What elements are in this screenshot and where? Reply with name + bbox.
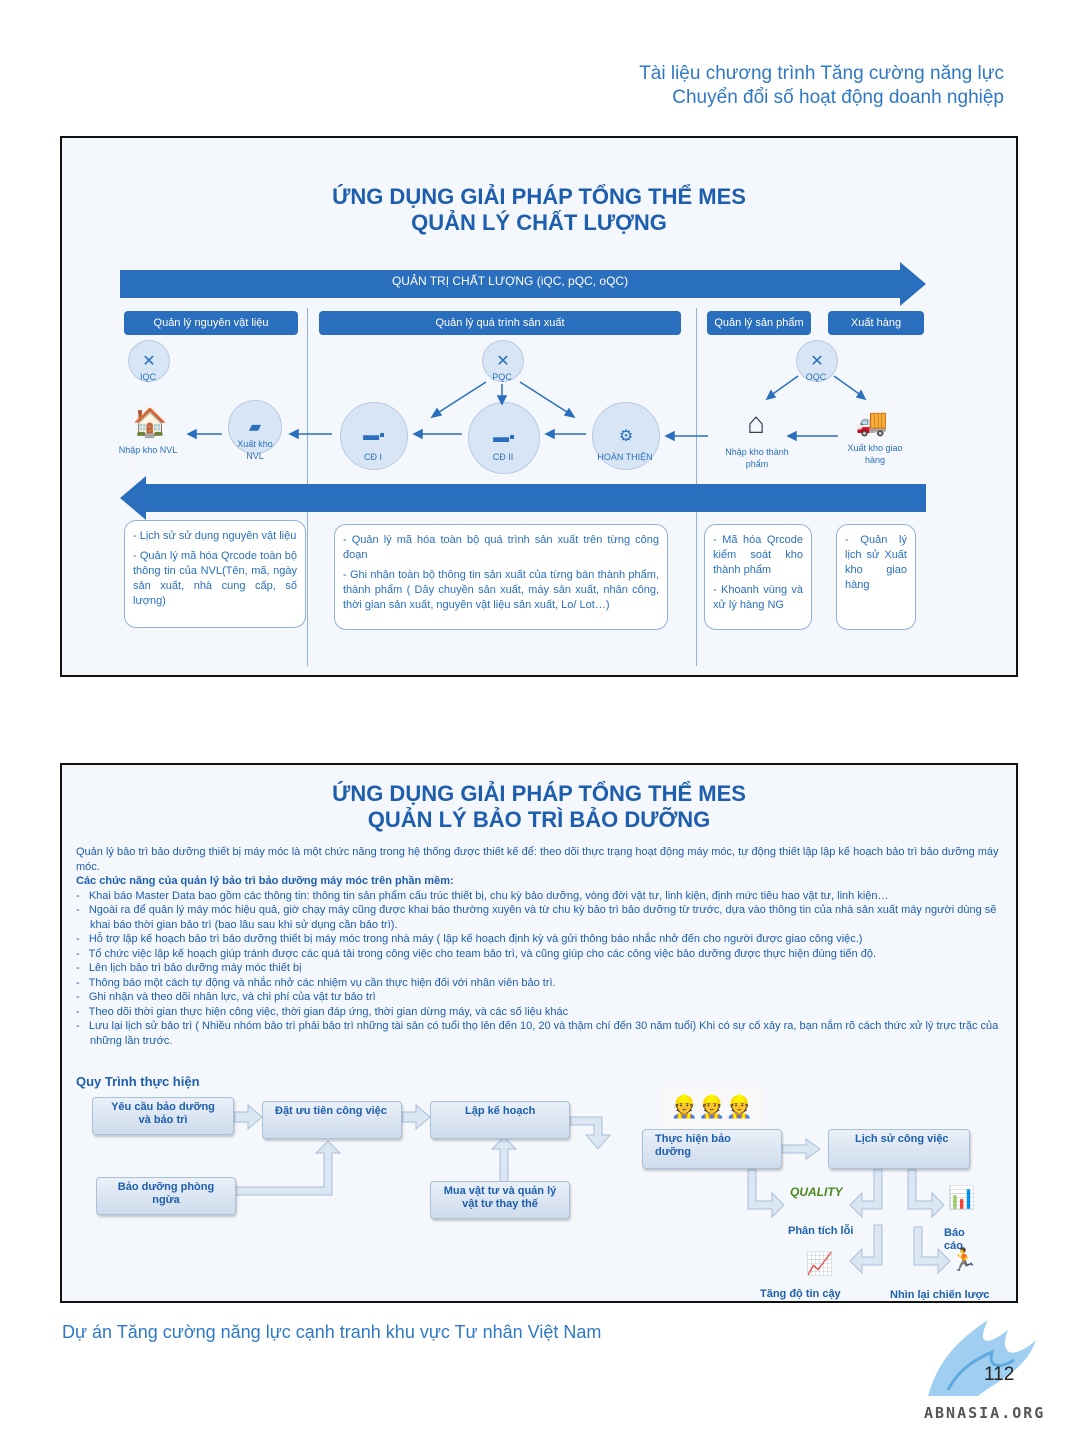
slide-quality-management: ỨNG DỤNG GIẢI PHÁP TỔNG THỂ MES QUẢN LÝ … xyxy=(60,136,1018,677)
label-nhap-kho-tp: Nhập kho thành phẩm xyxy=(725,447,789,469)
flow-dat-uu-tien: Đặt ưu tiên công việc xyxy=(262,1101,402,1139)
list-item: Ghi nhận và theo dõi nhân lực, và chi ph… xyxy=(76,990,1002,1005)
flow-lap-ke-hoach: Lập kế hoạch xyxy=(430,1101,570,1139)
slide2-title: ỨNG DỤNG GIẢI PHÁP TỔNG THỂ MES QUẢN LÝ … xyxy=(62,781,1016,833)
list-item: Thông báo một cách tự động và nhắc nhở c… xyxy=(76,976,1002,991)
flow-lich-su: Lịch sử công việc xyxy=(828,1129,970,1169)
list-item: Lên lịch bảo trì bảo dưỡng máy móc thiết… xyxy=(76,961,1002,976)
flow-yeu-cau: Yêu cầu bảo dưỡng và bảo trì xyxy=(92,1097,234,1135)
footer-text: Dự án Tăng cường năng lực cạnh tranh khu… xyxy=(62,1322,602,1342)
bottom-arrow xyxy=(120,476,926,520)
info-box-export: Quản lý lịch sử Xuất kho giao hàng xyxy=(836,524,916,630)
chart-icon: 📈 xyxy=(806,1251,834,1276)
pill-process: Quản lý quá trình sản xuất xyxy=(319,311,681,335)
process-title: Quy Trình thực hiện xyxy=(76,1074,200,1089)
team-people-icon: 👷👷👷 xyxy=(660,1085,764,1129)
info-item: Lịch sử sử dụng nguyên vật liệu xyxy=(133,529,297,544)
flow-arrows xyxy=(186,375,867,442)
list-item: Lưu lại lịch sử bảo trì ( Nhiều nhóm bảo… xyxy=(76,1019,1002,1048)
quality-logo-icon: QUALITY xyxy=(790,1185,843,1199)
flow-bao-cao: Báo cáo xyxy=(944,1227,965,1252)
label-xuat-kho-giao: Xuất kho giao hàng xyxy=(847,443,903,465)
slide2-title-line1: ỨNG DỤNG GIẢI PHÁP TỔNG THỂ MES xyxy=(332,781,746,806)
warehouse-icon: 🏠 xyxy=(132,406,168,438)
person-icon: 🏃 xyxy=(950,1247,978,1272)
slide2-title-line2: QUẢN LÝ BẢO TRÌ BẢO DƯỠNG xyxy=(367,807,711,832)
top-arrow xyxy=(120,262,926,306)
header-line-1: Tài liệu chương trình Tăng cường năng lự… xyxy=(639,63,1004,84)
process-arrows xyxy=(233,1103,951,1275)
material-icon: ▰ xyxy=(228,400,282,454)
wrench-icon: ✕ xyxy=(796,340,838,382)
info-item: Khoanh vùng và xử lý hàng NG xyxy=(713,583,803,613)
flow-mua-vat-tu: Mua vật tư và quản lý vật tư thay thế xyxy=(430,1181,570,1219)
chart-icon: 📊 xyxy=(948,1185,976,1210)
label-hoan-thien: HOÀN THIỆN xyxy=(597,452,653,462)
slide2-body: Quản lý bảo trì bảo dưỡng thiết bị máy m… xyxy=(76,845,1002,1048)
pill-nvl: Quản lý nguyên vật liệu xyxy=(124,311,298,335)
info-item: Quản lý mã hóa toàn bộ quá trình sản xuấ… xyxy=(343,533,659,563)
top-arrow-label: QUẢN TRỊ CHẤT LƯỢNG (iQC, pQC, oQC) xyxy=(391,274,629,288)
flow-bao-duong: Bảo dưỡng phòng ngừa xyxy=(96,1177,236,1215)
warehouse-icon: ⌂ xyxy=(746,407,766,440)
document-header: Tài liệu chương trình Tăng cường năng lự… xyxy=(639,62,1004,110)
pill-export: Xuất hàng xyxy=(828,311,924,335)
list-item: Theo dõi thời gian thực hiện công việc, … xyxy=(76,1005,1002,1020)
gear-icon: ⚙ xyxy=(592,402,660,470)
machine-icon: ▬▪ xyxy=(340,402,408,470)
features-list: Khai báo Master Data bao gồm các thông t… xyxy=(76,889,1002,1049)
list-item: Khai báo Master Data bao gồm các thông t… xyxy=(76,889,1002,904)
logo-icon xyxy=(928,1320,1036,1396)
flow-tang-do: Tăng độ tin cậy xyxy=(760,1288,841,1300)
label-cd1: CĐ I xyxy=(364,452,382,462)
features-title: Các chức năng của quản lý bảo trì bảo dư… xyxy=(76,875,454,887)
info-item: Mã hóa Qrcode kiểm soát kho thành phẩm xyxy=(713,533,803,578)
header-line-2: Chuyển đổi số hoạt động doanh nghiệp xyxy=(672,87,1004,108)
truck-icon: 🚚 xyxy=(855,406,889,437)
label-oqc: OQC xyxy=(805,372,827,382)
info-box-product: Mã hóa Qrcode kiểm soát kho thành phẩm K… xyxy=(704,524,812,630)
intro-paragraph: Quản lý bảo trì bảo dưỡng thiết bị máy m… xyxy=(76,846,999,873)
info-item: Quản lý lịch sử Xuất kho giao hàng xyxy=(845,533,907,593)
label-cd2: CĐ II xyxy=(492,452,514,462)
slide1-title-line2: QUẢN LÝ CHẤT LƯỢNG xyxy=(411,210,667,235)
slide1-title: ỨNG DỤNG GIẢI PHÁP TỔNG THỂ MES QUẢN LÝ … xyxy=(62,184,1016,236)
info-item: Quản lý mã hóa Qrcode toàn bộ thông tin … xyxy=(133,549,297,609)
slide-maintenance-management: ỨNG DỤNG GIẢI PHÁP TỔNG THỂ MES QUẢN LÝ … xyxy=(60,763,1018,1303)
info-box-process: Quản lý mã hóa toàn bộ quá trình sản xuấ… xyxy=(334,524,668,630)
slide1-title-line1: ỨNG DỤNG GIẢI PHÁP TỔNG THỂ MES xyxy=(332,184,746,209)
label-pqc: PQC xyxy=(492,372,512,382)
wrench-icon: ✕ xyxy=(128,340,170,382)
watermark-text: ABNASIA.ORG xyxy=(924,1404,1046,1422)
flow-phan-tich: Phân tích lỗi xyxy=(788,1225,854,1237)
pill-product: Quản lý sản phẩm xyxy=(707,311,811,335)
flow-nhin-lai: Nhìn lại chiến lược xyxy=(890,1289,990,1301)
list-item: Hỗ trợ lập kế hoạch bảo trì bảo dưỡng th… xyxy=(76,932,1002,947)
wrench-icon: ✕ xyxy=(482,340,524,382)
list-item: Ngoài ra để quản lý máy móc hiệu quả, gi… xyxy=(76,903,1002,932)
flow-thuc-hien: Thực hiện bảo dưỡng xyxy=(642,1129,782,1169)
machine-icon: ▬▪ xyxy=(468,402,540,474)
list-item: Tổ chức việc lập kế hoạch giúp tránh đượ… xyxy=(76,947,1002,962)
label-iqc: IQC xyxy=(139,372,156,382)
info-box-nvl: Lịch sử sử dụng nguyên vật liệu Quản lý … xyxy=(124,520,306,628)
info-item: Ghi nhận toàn bộ thông tin sản xuất của … xyxy=(343,568,659,613)
label-xuat-kho-nvl: Xuất kho NVL xyxy=(237,439,273,461)
page-number: 112 xyxy=(984,1364,1015,1385)
label-nhap-kho-nvl: Nhập kho NVL xyxy=(118,445,178,455)
